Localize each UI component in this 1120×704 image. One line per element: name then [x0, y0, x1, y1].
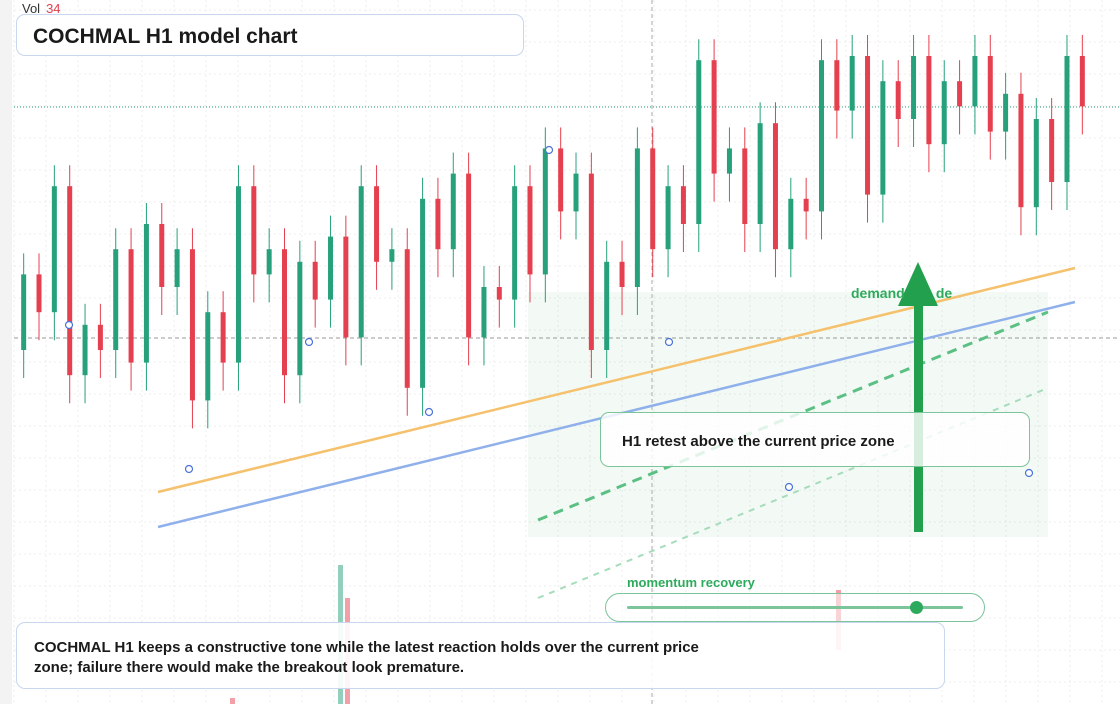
candle-body — [128, 249, 134, 363]
candle-body — [189, 249, 195, 401]
candle-body — [1003, 93, 1009, 132]
momentum-label: momentum recovery — [627, 575, 755, 590]
candle-body — [895, 81, 901, 119]
candle-body — [1064, 56, 1070, 182]
candle-body — [819, 60, 824, 212]
candle-body — [680, 186, 686, 224]
candle-body — [1079, 56, 1085, 107]
candle-body — [174, 249, 180, 287]
candle-body — [1018, 93, 1024, 208]
momentum-gauge — [605, 593, 985, 622]
swing-marker — [664, 337, 674, 347]
candle-body — [97, 324, 103, 350]
candle-body — [251, 186, 257, 275]
candle-body — [220, 312, 226, 363]
candle-body — [880, 81, 886, 195]
candle-body — [374, 186, 380, 262]
candle-body — [435, 198, 441, 250]
candle-body — [328, 236, 334, 300]
swing-marker — [304, 337, 314, 347]
candle-body — [757, 123, 763, 224]
candle-body — [205, 312, 211, 401]
left-gutter — [0, 0, 12, 704]
candle-body — [389, 249, 395, 262]
momentum-knob — [909, 601, 923, 614]
candle-body — [36, 274, 42, 313]
candle-body — [926, 56, 932, 145]
volume-label: Vol — [22, 1, 41, 16]
candle-body — [542, 148, 548, 275]
candle-body — [588, 173, 594, 350]
candle-body — [772, 123, 778, 250]
candle-body — [957, 81, 963, 107]
candle-body — [665, 186, 671, 250]
swing-marker — [1024, 468, 1034, 478]
candle-body — [420, 198, 426, 388]
candle-body — [726, 148, 732, 174]
candle-body — [972, 56, 978, 107]
candle-body — [834, 60, 840, 111]
candle-body — [1033, 119, 1039, 208]
candle-body — [604, 261, 610, 350]
candle-body — [266, 249, 272, 275]
candle-body — [159, 224, 165, 287]
candle-body — [235, 186, 241, 363]
candle-body — [512, 186, 518, 300]
swing-marker — [544, 145, 554, 155]
candle-body — [343, 236, 349, 338]
retest-callout: H1 retest above the current price zone — [600, 412, 1030, 467]
demand-zone-label: demand de — [851, 285, 953, 301]
swing-marker — [64, 320, 74, 330]
volume-value: 34 — [46, 1, 61, 16]
candle-body — [696, 60, 702, 225]
momentum-track — [627, 606, 963, 609]
candle-body — [481, 287, 487, 338]
candle-body — [573, 173, 579, 212]
candle-body — [82, 324, 88, 376]
candle-body — [404, 249, 410, 388]
candle-body — [650, 148, 656, 250]
arrow-head — [898, 262, 938, 306]
candle-body — [1049, 119, 1055, 182]
candle-body — [21, 274, 27, 350]
candle-body — [496, 287, 502, 300]
summary-box: COCHMAL H1 keeps a constructive tone whi… — [16, 622, 945, 689]
candle-body — [911, 56, 917, 119]
candle-body — [849, 56, 855, 111]
volume-readout: Vol 34 — [22, 1, 61, 16]
candle-body — [282, 249, 287, 376]
swing-marker — [424, 407, 434, 417]
candle-body — [312, 261, 318, 300]
candle-body — [803, 198, 809, 212]
swing-marker — [184, 464, 194, 474]
swing-marker — [784, 482, 794, 492]
candle-body — [987, 56, 993, 132]
candle-body — [941, 81, 947, 145]
candle-body — [619, 261, 625, 287]
candle-body — [358, 186, 364, 338]
candle-body — [742, 148, 748, 224]
candle-body — [865, 56, 871, 195]
volume-bar — [230, 698, 235, 704]
candle-body — [634, 148, 640, 287]
candle-body — [450, 173, 456, 250]
chart-title: COCHMAL H1 model chart — [33, 25, 298, 48]
candle-body — [711, 60, 717, 174]
candle-body — [297, 261, 303, 376]
candle-body — [558, 148, 564, 212]
candle-body — [788, 198, 794, 250]
callout-text: H1 retest above the current price zone — [622, 433, 895, 450]
candle-body — [113, 249, 119, 350]
candle-body — [527, 186, 533, 275]
chart-title-box: COCHMAL H1 model chart — [16, 14, 524, 56]
candle-body — [51, 186, 57, 313]
candle-body — [143, 224, 149, 363]
summary-text: COCHMAL H1 keeps a constructive tone whi… — [34, 639, 699, 676]
candle-body — [67, 186, 73, 376]
candle-body — [466, 173, 472, 338]
